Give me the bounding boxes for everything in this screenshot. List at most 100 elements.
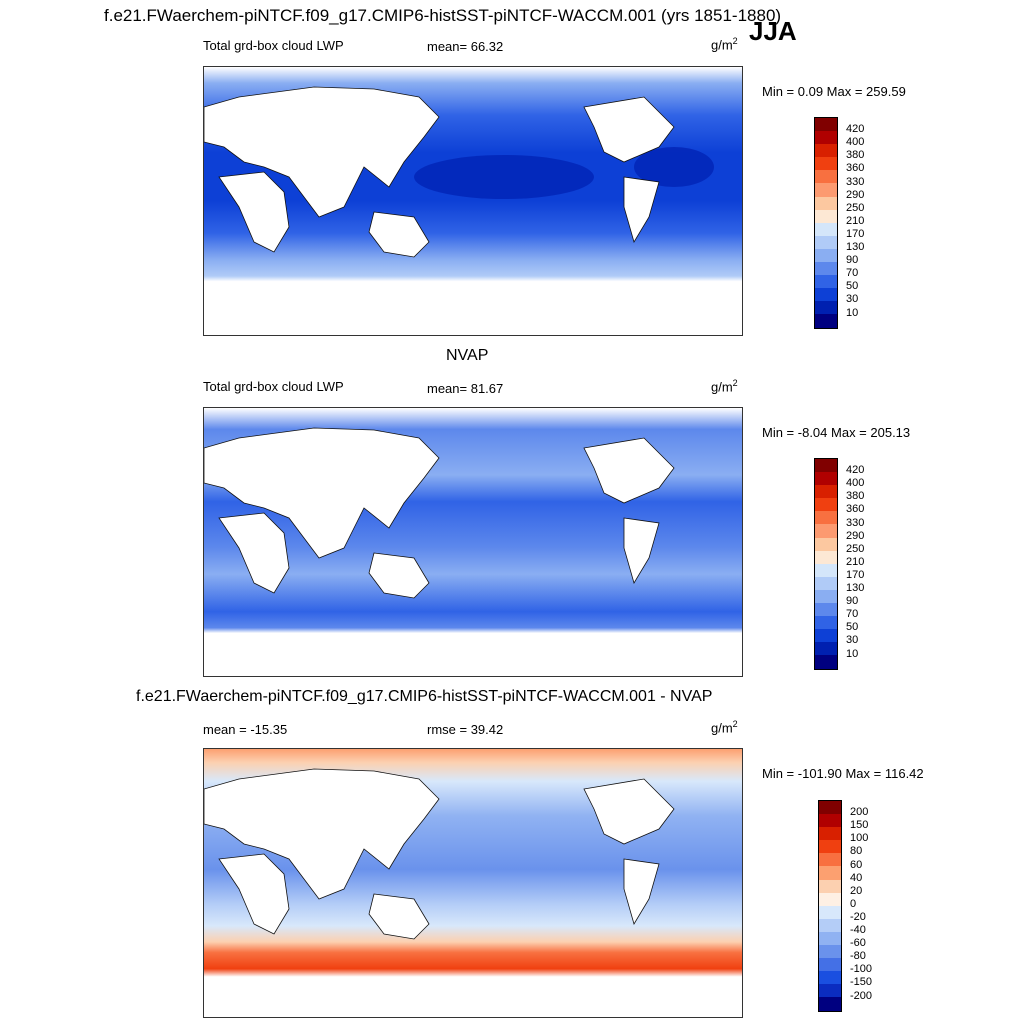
panel-1-colorbar-labels: 420 400 380 360 330 290 250 210 170 130 90 70 50 30 10 <box>846 117 886 327</box>
colorbar-tick-label: 90 <box>846 254 859 267</box>
colorbar-tick-label: 130 <box>846 582 865 594</box>
panel-2-map <box>203 407 743 677</box>
colorbar-tick-label: 210 <box>846 555 865 568</box>
colorbar-tick-label: 400 <box>846 136 865 149</box>
colorbar-tick-label: 70 <box>846 267 859 280</box>
panel-2-colorbar <box>814 458 838 670</box>
colorbar-swatch <box>815 498 837 512</box>
colorbar-tick-label: 250 <box>846 201 865 214</box>
colorbar-swatch <box>815 209 837 223</box>
colorbar-tick-label: 70 <box>846 608 859 621</box>
colorbar-swatch <box>815 537 837 551</box>
colorbar-swatch <box>819 879 841 893</box>
colorbar-swatch <box>815 629 837 643</box>
colorbar-swatch <box>815 616 837 630</box>
colorbar-tick-label: 130 <box>846 241 865 253</box>
colorbar-swatch <box>815 288 837 302</box>
colorbar-tick-label: 50 <box>846 280 859 293</box>
colorbar-tick-label: -40 <box>850 924 866 936</box>
panel-3-rmse-label: rmse = 39.42 <box>427 722 504 737</box>
colorbar-swatch <box>819 840 841 854</box>
colorbar-tick-label: 200 <box>850 806 869 819</box>
panel-2-mean-label: mean= 81.67 <box>427 381 504 396</box>
colorbar-tick-label: 40 <box>850 871 863 884</box>
colorbar-swatch <box>815 118 837 132</box>
panel-3-minmax-label: Min = -101.90 Max = 116.42 <box>762 766 924 781</box>
colorbar-swatch <box>815 485 837 499</box>
colorbar-tick-label: 0 <box>850 897 857 910</box>
colorbar-tick-label: 420 <box>846 123 865 136</box>
colorbar-swatch <box>815 262 837 276</box>
colorbar-tick-label: -60 <box>850 937 866 950</box>
colorbar-tick-label: 10 <box>846 306 859 319</box>
colorbar-tick-label: 380 <box>846 490 865 503</box>
colorbar-tick-label: 290 <box>846 188 865 201</box>
colorbar-tick-label: 330 <box>846 516 865 529</box>
colorbar-tick-label: 60 <box>850 858 863 871</box>
colorbar-swatch <box>815 511 837 525</box>
colorbar-tick-label: 360 <box>846 162 865 175</box>
panel-2-colorbar-labels: 420 400 380 360 330 290 250 210 170 130 90 70 50 30 10 <box>846 458 886 668</box>
season-label: JJA <box>749 16 797 46</box>
panel-3-units-label: g/m2 <box>711 719 738 736</box>
colorbar-swatch <box>819 905 841 919</box>
colorbar-swatch <box>815 275 837 289</box>
colorbar-tick-label: -200 <box>850 989 873 1002</box>
colorbar-tick-label: 30 <box>846 634 859 647</box>
colorbar-tick-label: 20 <box>850 884 863 897</box>
colorbar-swatch <box>819 971 841 985</box>
panel-3-mean-label: mean = -15.35 <box>203 722 288 737</box>
panel-1-minmax-label: Min = 0.09 Max = 259.59 <box>762 84 906 99</box>
panel-3-continents <box>204 768 675 940</box>
colorbar-tick-label: 330 <box>846 175 865 188</box>
panel-1-continents <box>204 86 675 258</box>
colorbar-tick-label: 170 <box>846 568 865 581</box>
colorbar-swatch <box>819 892 841 906</box>
colorbar-swatch <box>815 459 837 473</box>
colorbar-swatch <box>819 866 841 880</box>
colorbar-tick-label: -80 <box>850 950 866 963</box>
colorbar-swatch <box>819 984 841 998</box>
panel-3-title: f.e21.FWaerchem-piNTCF.f09_g17.CMIP6-his… <box>136 688 713 705</box>
colorbar-swatch <box>815 550 837 564</box>
colorbar-tick-label: 360 <box>846 503 865 516</box>
colorbar-swatch <box>815 248 837 263</box>
colorbar-swatch <box>815 603 837 617</box>
panel-1-map <box>203 66 743 336</box>
colorbar-swatch <box>815 196 837 210</box>
colorbar-swatch <box>815 157 837 171</box>
colorbar-swatch <box>815 589 837 604</box>
panel-1-variable-label: Total grd-box cloud LWP <box>203 38 344 53</box>
colorbar-tick-label: 250 <box>846 542 865 555</box>
colorbar-swatch <box>819 958 841 972</box>
colorbar-tick-label: 290 <box>846 529 865 542</box>
colorbar-swatch <box>815 524 837 538</box>
colorbar-swatch <box>815 472 837 486</box>
colorbar-swatch <box>819 931 841 946</box>
colorbar-swatch <box>815 301 837 315</box>
colorbar-swatch <box>815 642 837 656</box>
colorbar-swatch <box>815 235 837 249</box>
colorbar-tick-label: 80 <box>850 845 863 858</box>
colorbar-tick-label: 100 <box>850 832 869 845</box>
colorbar-tick-label: 10 <box>846 647 859 660</box>
colorbar-tick-label: 30 <box>846 293 859 306</box>
panel-1-mean-label: mean= 66.32 <box>427 39 504 54</box>
colorbar-tick-label: -150 <box>850 976 873 989</box>
colorbar-tick-label: 150 <box>850 819 869 832</box>
colorbar-swatch <box>819 814 841 828</box>
colorbar-swatch <box>819 853 841 867</box>
colorbar-tick-label: -100 <box>850 963 873 976</box>
panel-2-continents <box>204 427 675 599</box>
colorbar-swatch <box>819 801 841 815</box>
figure-title: f.e21.FWaerchem-piNTCF.f09_g17.CMIP6-his… <box>104 6 782 25</box>
panel-1-units-label: g/m2 <box>711 36 738 53</box>
colorbar-tick-label: 50 <box>846 621 859 634</box>
colorbar-swatch <box>815 576 837 590</box>
colorbar-swatch <box>819 918 841 932</box>
panel-1-colorbar <box>814 117 838 329</box>
colorbar-tick-label: 170 <box>846 227 865 240</box>
colorbar-swatch <box>819 827 841 841</box>
colorbar-tick-label: 400 <box>846 477 865 490</box>
colorbar-swatch <box>815 183 837 197</box>
